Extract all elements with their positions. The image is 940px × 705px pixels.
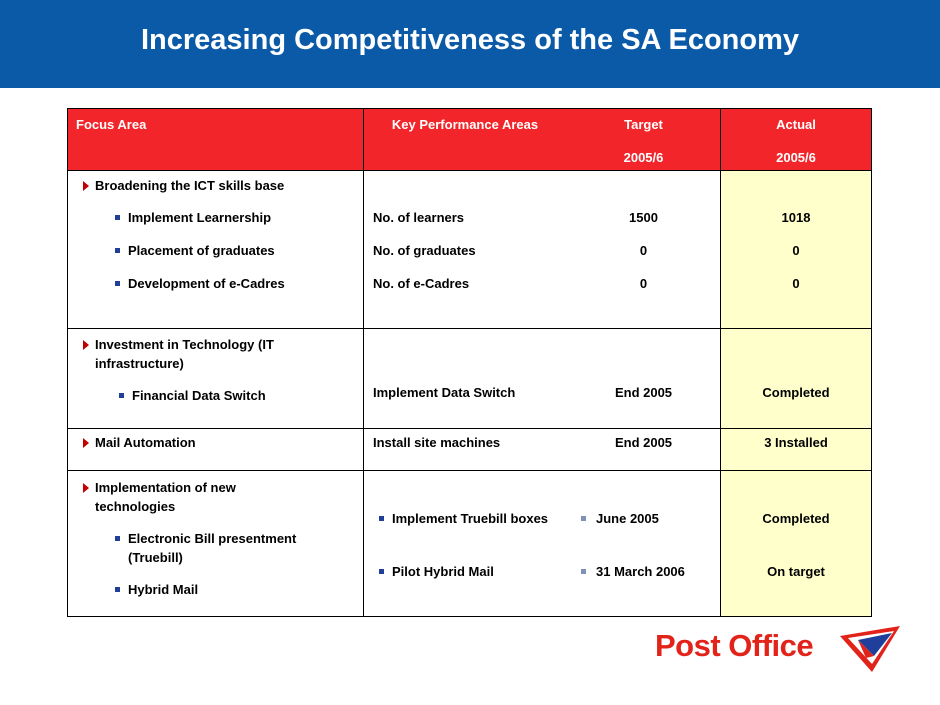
actual: 1018 [781, 210, 811, 225]
column-line [363, 108, 364, 617]
kpa: Install site machines [373, 435, 501, 450]
kpa: No. of graduates [373, 243, 476, 258]
target: End 2005 [614, 435, 673, 450]
actual: Completed [762, 511, 830, 526]
actual: On target [767, 564, 825, 579]
column-period: 2005/6 [623, 150, 664, 165]
column-header: Focus Area [76, 117, 147, 132]
row-line [67, 470, 872, 471]
column-line [720, 108, 721, 617]
target: 1500 [629, 210, 658, 225]
kpa: No. of e-Cadres [373, 276, 470, 291]
column-header: Target [624, 117, 663, 132]
logo-shape [858, 633, 892, 656]
focus-area: Investment in Technology (IT infrastruct… [83, 335, 335, 373]
focus-area: Mail Automation [83, 435, 196, 450]
target: 31 March 2006 [581, 564, 685, 579]
row-line [67, 428, 872, 429]
column-header: Actual [776, 117, 816, 132]
task: Hybrid Mail [114, 582, 199, 597]
task: Placement of graduates [115, 243, 275, 258]
kpa: No. of learners [373, 210, 465, 225]
header-band [0, 0, 940, 88]
actual-column-bg [720, 170, 872, 617]
actual: 3 Installed [764, 435, 828, 450]
focus-area: Broadening the ICT skills base [82, 178, 285, 193]
focus-area: Implementation of new technologies [83, 478, 295, 516]
actual: 0 [792, 276, 800, 291]
target: End 2005 [614, 385, 673, 400]
row-line [67, 170, 872, 171]
logo-shape [858, 640, 874, 658]
target: June 2005 [581, 511, 659, 526]
column-header: Key Performance Areas [391, 117, 539, 132]
actual: Completed [762, 385, 830, 400]
actual: 0 [792, 243, 800, 258]
kpa: Implement Truebill boxes [379, 509, 552, 528]
task: Development of e-Cadres [115, 276, 285, 291]
column-period: 2005/6 [776, 150, 816, 165]
target: 0 [639, 243, 648, 258]
kpa: Implement Data Switch [373, 385, 516, 400]
row-line [67, 328, 872, 329]
table-header-bg [67, 108, 872, 170]
task: Financial Data Switch [119, 388, 266, 403]
logo-icon [840, 626, 900, 672]
target: 0 [639, 276, 648, 291]
page-title: Increasing Competitiveness of the SA Eco… [140, 24, 800, 56]
table-border [67, 108, 872, 617]
kpa: Pilot Hybrid Mail [379, 564, 494, 579]
task: Implement Learnership [114, 210, 272, 225]
logo-text: Post Office [655, 628, 814, 663]
task: Electronic Bill presentment (Truebill) [115, 529, 348, 567]
